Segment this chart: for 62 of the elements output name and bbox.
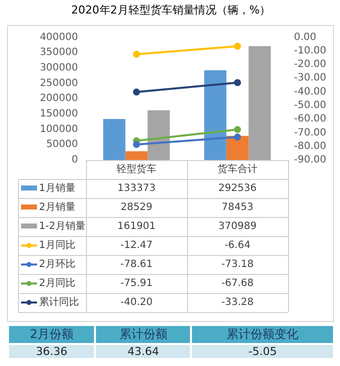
y2-tick-label: -60.00: [294, 114, 326, 125]
legend-label: 1月同比: [39, 239, 76, 252]
data-label: -67.68: [221, 278, 254, 290]
y2-tick-label: -90.00: [294, 154, 326, 166]
data-label: -40.20: [120, 297, 153, 308]
category-label: 累计份额: [96, 326, 190, 343]
y-tick-label: 300000: [40, 62, 78, 74]
point: [234, 126, 241, 134]
legend-label: 1月销量: [39, 183, 76, 194]
legend-label: 1-2月销量: [39, 221, 86, 232]
legend-label: 2月同比: [39, 277, 76, 290]
point: [234, 79, 241, 86]
data-label: -12.47: [120, 240, 153, 252]
legend-label: 2月销量: [39, 202, 76, 214]
data-label: 78453: [222, 202, 254, 214]
data-label: 292536: [218, 183, 257, 194]
point: [133, 140, 140, 148]
data-label: 28529: [120, 202, 152, 214]
y-tick-label: 250000: [40, 78, 78, 89]
data-label: -78.61: [120, 259, 153, 270]
bar: [204, 70, 226, 160]
y2-tick-label: -10.00: [294, 45, 326, 56]
y-tick-label: 400000: [40, 32, 78, 43]
data-label: -6.64: [224, 240, 250, 252]
bar: [248, 46, 271, 160]
bar: [125, 151, 148, 160]
data-label: -75.91: [120, 278, 153, 290]
y-tick-label: 350000: [40, 47, 78, 58]
category-label: 累计份额变化: [192, 326, 333, 343]
data-label: -33.28: [221, 297, 254, 308]
y2-tick-label: -50.00: [294, 100, 326, 112]
data-label: 370989: [218, 221, 257, 232]
data-label: 36.36: [9, 343, 94, 358]
data-label: 133373: [117, 183, 156, 194]
data-label: -73.18: [221, 259, 254, 270]
y2-tick-label: -20.00: [294, 59, 326, 70]
y2-tick-label: 0.00: [294, 32, 316, 43]
point: [234, 134, 241, 141]
y-tick-label: 150000: [40, 108, 78, 120]
point: [133, 50, 140, 58]
data-label: -5.05: [192, 343, 333, 358]
category-label: 2月份额: [9, 326, 94, 343]
point: [133, 88, 140, 96]
y-tick-label: 0: [72, 154, 78, 166]
x-tick-label: 轻型货车: [116, 163, 156, 176]
x-tick-label: 货车合计: [218, 163, 258, 176]
y2-tick-label: -80.00: [294, 140, 326, 152]
point: [234, 42, 241, 50]
y2-tick-label: -30.00: [294, 72, 326, 84]
data-label: 161901: [117, 221, 156, 232]
bar: [103, 119, 126, 160]
bar: [148, 110, 170, 160]
chart-title: 2020年2月轻型货车销量情况（辆，%）: [71, 3, 271, 16]
y2-tick-label: -40.00: [294, 86, 326, 98]
y-tick-label: 200000: [40, 93, 78, 104]
bar: [226, 136, 249, 160]
legend-label: 2月环比: [39, 258, 76, 270]
legend-label: 累计同比: [39, 296, 79, 308]
y-tick-label: 100000: [40, 124, 78, 135]
data-label: 43.64: [96, 343, 190, 358]
y2-tick-label: -70.00: [294, 127, 326, 138]
y-tick-label: 50000: [46, 139, 78, 150]
